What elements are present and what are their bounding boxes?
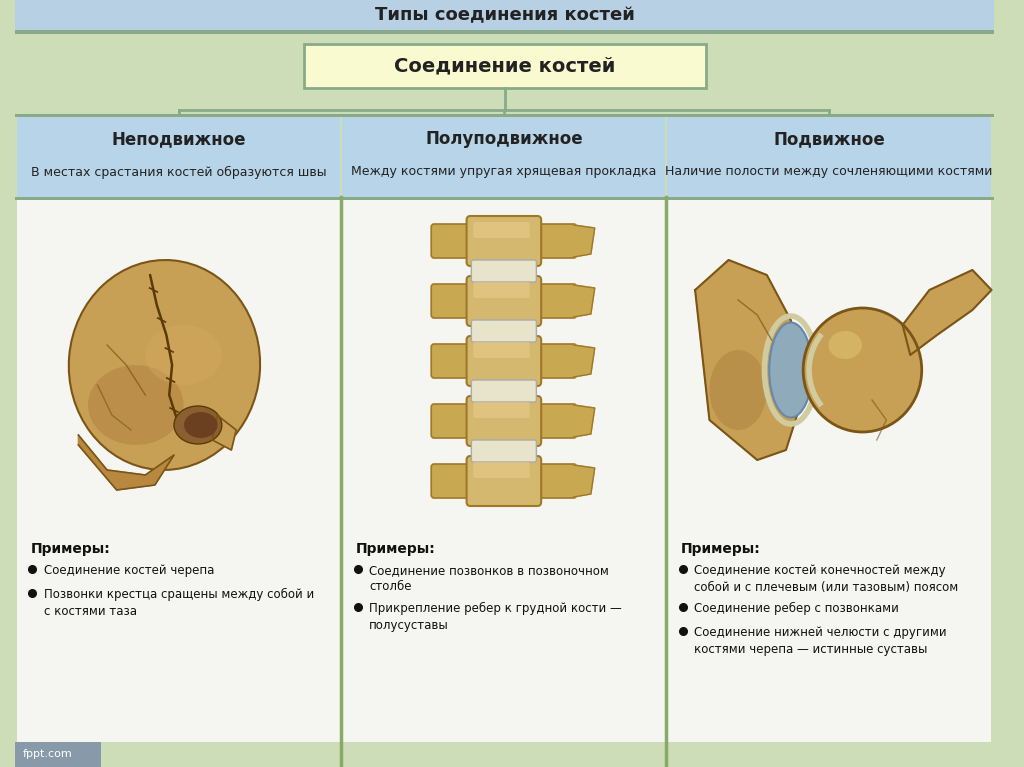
Bar [15, 0, 994, 30]
Bar [15, 742, 994, 767]
Text: Наличие полости между сочленяющими костями: Наличие полости между сочленяющими костя… [666, 166, 992, 179]
Bar [15, 34, 994, 114]
Ellipse shape [145, 325, 222, 385]
FancyBboxPatch shape [431, 344, 477, 378]
Polygon shape [573, 225, 595, 257]
Polygon shape [902, 270, 991, 355]
FancyBboxPatch shape [467, 276, 541, 326]
Text: Примеры:: Примеры: [31, 542, 111, 556]
FancyBboxPatch shape [473, 342, 529, 358]
Ellipse shape [174, 406, 222, 444]
Polygon shape [573, 465, 595, 497]
Text: Неподвижное: Неподвижное [112, 130, 246, 148]
FancyBboxPatch shape [530, 284, 577, 318]
Text: Соединение нижней челюсти с другими
костями черепа — истинные суставы: Соединение нижней челюсти с другими кост… [694, 626, 947, 656]
Circle shape [803, 308, 922, 432]
Ellipse shape [769, 322, 812, 417]
FancyBboxPatch shape [471, 440, 537, 462]
Polygon shape [573, 345, 595, 377]
FancyBboxPatch shape [471, 380, 537, 402]
Text: Соединение ребер с позвонками: Соединение ребер с позвонками [694, 602, 899, 615]
FancyBboxPatch shape [467, 336, 541, 386]
Text: В местах срастания костей образуются швы: В местах срастания костей образуются швы [31, 166, 327, 179]
FancyBboxPatch shape [467, 456, 541, 506]
Bar [17, 117, 340, 197]
Bar [17, 530, 340, 742]
FancyBboxPatch shape [471, 320, 537, 342]
FancyBboxPatch shape [471, 260, 537, 282]
Bar [304, 44, 706, 88]
Bar [17, 200, 340, 530]
Text: Полуподвижное: Полуподвижное [425, 130, 583, 148]
FancyBboxPatch shape [467, 216, 541, 266]
Polygon shape [695, 260, 805, 460]
Text: fppt.com: fppt.com [23, 749, 73, 759]
Text: Соединение костей конечностей между
собой и с плечевым (или тазовым) поясом: Соединение костей конечностей между собо… [694, 564, 958, 594]
FancyBboxPatch shape [431, 404, 477, 438]
FancyBboxPatch shape [431, 284, 477, 318]
Text: Типы соединения костей: Типы соединения костей [375, 6, 635, 24]
Polygon shape [79, 435, 174, 490]
FancyBboxPatch shape [431, 224, 477, 258]
FancyBboxPatch shape [473, 222, 529, 238]
FancyBboxPatch shape [530, 404, 577, 438]
FancyBboxPatch shape [473, 282, 529, 298]
Text: Примеры:: Примеры: [355, 542, 435, 556]
Polygon shape [212, 415, 237, 450]
FancyBboxPatch shape [467, 396, 541, 446]
Bar [342, 200, 666, 530]
Ellipse shape [710, 350, 767, 430]
Ellipse shape [828, 331, 862, 359]
Text: Подвижное: Подвижное [773, 130, 885, 148]
FancyBboxPatch shape [530, 464, 577, 498]
Bar [15, 742, 101, 767]
Text: Примеры:: Примеры: [681, 542, 761, 556]
Text: Соединение позвонков в позвоночном
столбе: Соединение позвонков в позвоночном столб… [369, 564, 609, 594]
Text: Между костями упругая хрящевая прокладка: Между костями упругая хрящевая прокладка [351, 166, 656, 179]
Ellipse shape [88, 365, 183, 445]
Bar [668, 200, 990, 530]
Bar [15, 197, 994, 200]
Polygon shape [573, 285, 595, 317]
Text: Позвонки крестца сращены между собой и
с костями таза: Позвонки крестца сращены между собой и с… [44, 588, 314, 617]
Bar [15, 30, 994, 34]
Ellipse shape [184, 412, 217, 438]
Bar [342, 530, 666, 742]
FancyBboxPatch shape [431, 464, 477, 498]
Polygon shape [573, 405, 595, 437]
Ellipse shape [69, 260, 260, 470]
Bar [342, 117, 666, 197]
Text: Прикрепление ребер к грудной кости —
полусуставы: Прикрепление ребер к грудной кости — пол… [369, 602, 622, 631]
Text: Соединение костей: Соединение костей [394, 57, 615, 75]
Bar [668, 530, 990, 742]
FancyBboxPatch shape [530, 344, 577, 378]
Bar [668, 117, 990, 197]
Bar [15, 114, 994, 117]
FancyBboxPatch shape [473, 402, 529, 418]
Text: Соединение костей черепа: Соединение костей черепа [44, 564, 214, 577]
FancyBboxPatch shape [473, 462, 529, 478]
FancyBboxPatch shape [530, 224, 577, 258]
